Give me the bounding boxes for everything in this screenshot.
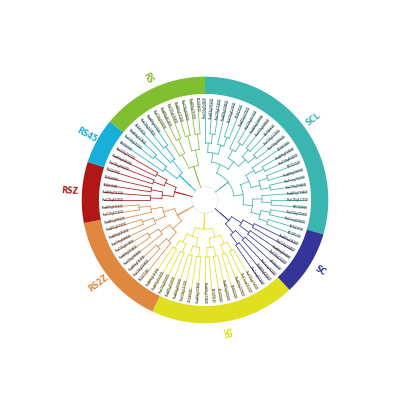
Text: BnaA06g11140D: BnaA06g11140D [173, 101, 183, 123]
Text: BnaA05g15930D: BnaA05g15930D [165, 275, 177, 297]
Text: BnaA05g27080D: BnaA05g27080D [286, 190, 308, 196]
Text: BnaC04g35460D: BnaC04g35460D [203, 97, 207, 118]
Text: AT5G18810: AT5G18810 [293, 205, 308, 210]
Text: BnaC07g43350D: BnaC07g43350D [102, 210, 125, 217]
Text: BnaA09g52820D: BnaA09g52820D [254, 263, 271, 282]
Text: BnaA02g20550D: BnaA02g20550D [221, 279, 230, 301]
Text: AT5G64200: AT5G64200 [268, 259, 282, 272]
Text: BnaC03g09890D: BnaC03g09890D [123, 249, 142, 266]
Text: AT1G16610: AT1G16610 [118, 140, 133, 152]
Text: BnaCnng52140D: BnaCnng52140D [249, 266, 265, 287]
Text: BnaC08g31720D: BnaC08g31720D [264, 128, 282, 146]
Text: AT1G09140: AT1G09140 [210, 288, 215, 303]
Text: BnaA08g37780D: BnaA08g37780D [195, 281, 201, 303]
Text: RSZ: RSZ [61, 187, 79, 196]
Text: BnaC04g40400D: BnaC04g40400D [278, 153, 299, 166]
Text: AT3G49430: AT3G49430 [188, 287, 194, 303]
Text: BnaA09g00790D: BnaA09g00790D [233, 275, 245, 297]
Text: BnaA06g21130D: BnaA06g21130D [145, 266, 161, 287]
Text: BnaA09g15930D: BnaA09g15930D [173, 277, 183, 299]
Text: BnaA03g17170D: BnaA03g17170D [128, 254, 146, 272]
Text: RS: RS [141, 70, 154, 85]
Text: BnaC03g20680D: BnaC03g20680D [133, 258, 151, 277]
Polygon shape [88, 122, 123, 167]
Text: RS2Z: RS2Z [87, 272, 110, 293]
Text: BnaA07g37770D: BnaA07g37770D [145, 113, 161, 134]
Text: BnaA03g12870D: BnaA03g12870D [249, 113, 265, 134]
Text: BnaCnng70430D: BnaCnng70430D [284, 175, 306, 184]
Text: AT2G37340: AT2G37340 [139, 268, 151, 282]
Text: BnaC08g21130D: BnaC08g21130D [180, 279, 189, 301]
Polygon shape [82, 162, 104, 223]
Text: BnaC05g41220D: BnaC05g41220D [286, 198, 308, 202]
Text: BnaA55g28850D: BnaA55g28850D [104, 216, 126, 225]
Text: BnaC04g00810D: BnaC04g00810D [268, 134, 287, 151]
Text: BnaA04g14520D: BnaA04g14520D [108, 228, 130, 240]
Text: BnaA02g10320D: BnaA02g10320D [152, 270, 166, 291]
Text: BnaC08g10880D: BnaC08g10880D [275, 239, 296, 253]
Text: BnaC01g41760D: BnaC01g41760D [227, 101, 237, 123]
Text: AT3G61860: AT3G61860 [277, 140, 292, 152]
Text: BnaA05g25930D: BnaA05g25930D [106, 222, 128, 232]
Text: BnaA09g15620D: BnaA09g15620D [102, 190, 124, 196]
Text: BnaA05g13630D: BnaA05g13630D [278, 234, 299, 247]
Text: BnaC01g26160D: BnaC01g26160D [158, 272, 172, 294]
Text: AT3G13570: AT3G13570 [289, 224, 304, 232]
Text: AT4G31580: AT4G31580 [102, 183, 118, 189]
Text: AT3G53500: AT3G53500 [133, 123, 146, 137]
Text: BnaC05g43380D: BnaC05g43380D [114, 239, 135, 253]
Text: BnaC01g19200D: BnaC01g19200D [114, 147, 135, 161]
Text: BnaC03g15710D: BnaC03g15710D [244, 109, 258, 130]
Text: BnaC07g38960D: BnaC07g38960D [254, 118, 271, 137]
Text: BnaA09g54500D: BnaA09g54500D [111, 153, 132, 166]
Text: AT5C52240: AT5C52240 [287, 160, 302, 169]
Text: BnaA08g23570D: BnaA08g23570D [188, 97, 195, 120]
Text: BnaC05g12680D: BnaC05g12680D [165, 103, 177, 125]
Text: BnaA03g08380D: BnaA03g08380D [118, 244, 139, 260]
Text: BnaC08g16960D: BnaC08g16960D [180, 99, 189, 121]
Text: BnaA06g00410D: BnaA06g00410D [271, 244, 292, 260]
Text: AT2G46610: AT2G46610 [264, 123, 277, 137]
Text: BnaA04g03560D: BnaA04g03560D [209, 97, 215, 119]
Text: BnaA03g81620D: BnaA03g81620D [102, 204, 124, 210]
Text: BnaC08g38300D: BnaC08g38300D [152, 109, 166, 130]
Text: BnaA04g25450D: BnaA04g25450D [275, 147, 296, 161]
Polygon shape [278, 230, 323, 290]
Text: BnaC08g47240D: BnaC08g47240D [215, 97, 222, 120]
Text: BnaA09g33780D: BnaA09g33780D [128, 128, 146, 146]
Text: BnaA06g37780D: BnaA06g37780D [203, 282, 207, 303]
Text: AT1G02840: AT1G02840 [216, 287, 222, 303]
Text: BnaC06g07190D: BnaC06g07190D [268, 249, 287, 266]
Polygon shape [152, 277, 290, 323]
Text: SR: SR [221, 327, 232, 340]
Polygon shape [110, 77, 205, 132]
Text: AT4G23520: AT4G23520 [236, 103, 245, 118]
Text: AT2G24590: AT2G24590 [104, 175, 119, 182]
Text: BnaC01g37560D: BnaC01g37560D [285, 210, 308, 217]
Polygon shape [205, 77, 328, 234]
Text: AT1G23860: AT1G23860 [106, 168, 121, 176]
Text: BnaCnng35170D: BnaCnng35170D [259, 258, 277, 277]
Text: SCL: SCL [304, 110, 322, 127]
Polygon shape [84, 220, 160, 312]
Text: BnaCnng19170D: BnaCnng19170D [238, 272, 252, 294]
Text: AT1G55310: AT1G55310 [287, 230, 302, 240]
Text: BnaA01g14750D: BnaA01g14750D [238, 106, 252, 128]
Text: BnaC05g49335D: BnaC05g49335D [102, 198, 124, 202]
Text: BnaC05g19020D: BnaC05g19020D [108, 160, 130, 172]
Text: BnaA08g30980D: BnaA08g30980D [221, 99, 230, 121]
Text: BnaC03g70490D: BnaC03g70490D [285, 183, 308, 190]
Text: BnaC03g28890D: BnaC03g28890D [111, 234, 132, 247]
Text: BnaCnng00980D: BnaCnng00980D [284, 216, 306, 225]
Text: RS45: RS45 [75, 126, 98, 144]
Text: BnaC08g14780D: BnaC08g14780D [139, 118, 156, 137]
Text: BnaC02g27300D: BnaC02g27300D [244, 270, 258, 291]
Text: BnaC08g24530D: BnaC08g24530D [123, 134, 142, 151]
Text: BnaA08g00560D: BnaA08g00560D [282, 168, 304, 178]
Text: AT1G18610: AT1G18610 [195, 97, 200, 112]
Text: BnaA09g56240D: BnaA09g56240D [158, 106, 172, 128]
Text: AT4G02430: AT4G02430 [229, 284, 237, 299]
Text: SC: SC [313, 264, 327, 277]
